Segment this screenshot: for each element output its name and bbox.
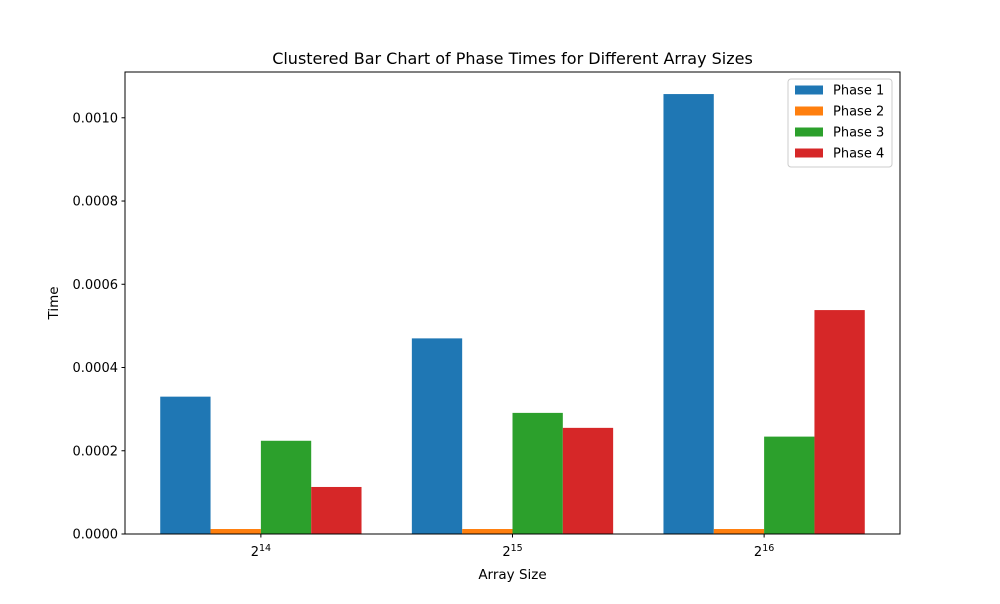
bar-phase-2-cat-0 [210,529,261,534]
x-tick-label: 215 [502,543,522,560]
legend-label: Phase 4 [833,147,884,162]
bar-phase-2-cat-1 [462,529,513,534]
legend: Phase 1 Phase 2 Phase 3 Phase 4 [787,78,893,168]
y-tick-label: 0.0002 [73,444,119,459]
legend-label: Phase 1 [833,84,884,99]
x-tick-base: 2 [251,545,259,560]
bar-phase-3-cat-0 [260,440,312,534]
x-axis-label: Array Size [478,567,546,583]
legend-label: Phase 3 [833,126,884,141]
y-tick-label: 0.0008 [73,195,119,210]
bar-phase-1-cat-0 [160,396,211,534]
bar-phase-3-cat-2 [764,436,815,534]
legend-swatch [795,127,823,137]
x-tick-label: 214 [251,543,271,560]
bar-phase-2-cat-2 [713,529,765,534]
y-tick-label: 0.0004 [73,361,119,376]
x-tick-exponent: 14 [259,543,271,554]
x-tick-base: 2 [502,545,510,560]
plot-frame [124,71,901,535]
x-tick-exponent: 16 [762,543,774,554]
y-tick-label: 0.0006 [73,278,119,293]
bar-phase-1-cat-2 [663,94,714,534]
legend-swatch [795,106,823,116]
legend-label: Phase 2 [833,105,884,120]
legend-box [787,78,893,168]
x-tick-base: 2 [754,545,762,560]
bar-phase-1-cat-1 [411,338,463,534]
y-axis-label: Time [46,286,62,320]
bar-phase-4-cat-2 [814,310,865,534]
y-tick-label: 0.0010 [73,111,119,126]
legend-swatch [795,85,823,95]
bars-layer [160,94,865,534]
y-tick-label: 0.0000 [73,528,119,543]
chart-title: Clustered Bar Chart of Phase Times for D… [272,49,753,68]
legend-swatch [795,148,823,158]
x-tick-label: 216 [754,543,774,560]
bar-phase-4-cat-1 [562,427,614,534]
bar-phase-3-cat-1 [512,412,563,534]
bar-phase-4-cat-0 [311,486,362,534]
x-tick-exponent: 15 [511,543,523,554]
